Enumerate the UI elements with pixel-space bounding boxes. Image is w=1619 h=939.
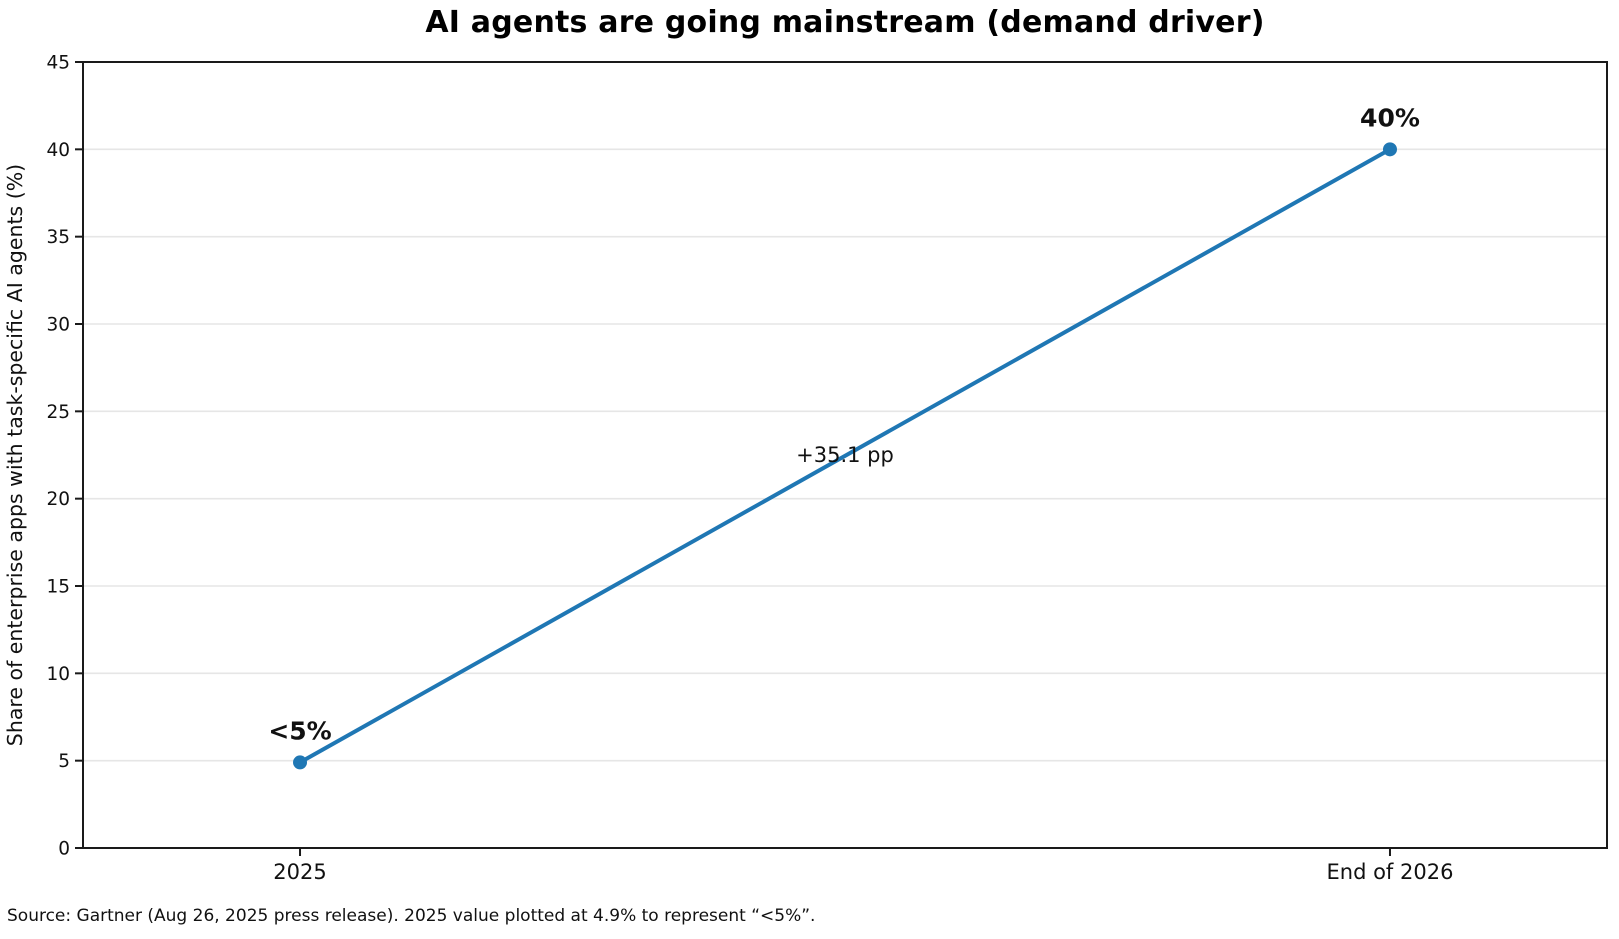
- plot-frame: [82, 61, 1608, 849]
- y-tick-label: 45: [46, 53, 70, 74]
- data-point-marker: [1382, 142, 1397, 157]
- data-point-label: <5%: [268, 716, 331, 745]
- source-note: Source: Gartner (Aug 26, 2025 press rele…: [7, 906, 816, 926]
- y-tick-label: 10: [46, 664, 70, 685]
- y-tick-label: 0: [58, 839, 70, 860]
- y-axis-label: Share of enterprise apps with task-speci…: [3, 164, 27, 746]
- series-segment: [298, 147, 1392, 765]
- annotation-label: +35.1 pp: [796, 443, 894, 467]
- x-tick-label: End of 2026: [1327, 860, 1454, 884]
- x-axis-ticks: 2025 End of 2026: [273, 848, 1453, 884]
- y-tick-label: 15: [46, 577, 70, 598]
- data-points: [293, 142, 1397, 770]
- data-point-labels: <5% 40%: [268, 103, 1420, 745]
- y-tick-label: 30: [46, 315, 70, 336]
- series-line: [298, 147, 1392, 765]
- chart-title: AI agents are going mainstream (demand d…: [425, 5, 1265, 40]
- y-tick-label: 5: [58, 751, 70, 772]
- y-tick-label: 20: [46, 489, 70, 510]
- y-axis-ticks: 0 5 10 15 20 25 30 35 40 45: [46, 53, 83, 860]
- y-tick-label: 25: [46, 402, 70, 423]
- data-point-marker: [293, 755, 308, 770]
- data-point-label: 40%: [1360, 103, 1420, 132]
- y-tick-label: 35: [46, 227, 70, 248]
- y-tick-label: 40: [46, 140, 70, 161]
- x-tick-label: 2025: [273, 860, 326, 884]
